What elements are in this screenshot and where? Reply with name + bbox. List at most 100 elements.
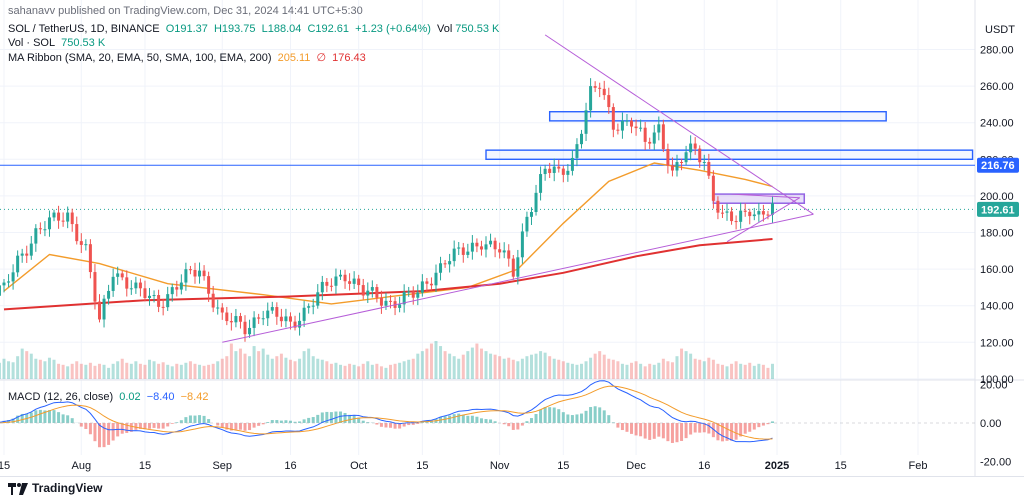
candle-body <box>635 127 638 129</box>
candle-body <box>662 124 665 149</box>
volume-bar <box>766 368 769 379</box>
volume-bar <box>412 359 415 379</box>
candle-body <box>353 279 356 284</box>
candle-body <box>485 244 488 249</box>
candle-body <box>539 174 542 193</box>
volume-bar <box>557 360 560 379</box>
volume-bar <box>757 364 760 379</box>
candle-body <box>175 287 178 289</box>
volume-bar <box>339 365 342 379</box>
candle-body <box>0 285 1 295</box>
volume-bar <box>234 351 237 379</box>
volume-bar <box>580 364 583 379</box>
ma-value-2: 176.43 <box>332 52 366 64</box>
vol-sol-label[interactable]: Vol · SOL <box>8 37 55 49</box>
time-tick-label: 15 <box>416 460 428 472</box>
macd-histogram-bar <box>485 419 488 423</box>
volume-bar <box>671 362 674 379</box>
macd-histogram-bar <box>275 420 278 423</box>
price-axis[interactable]: 280.00260.00240.00220.00200.00180.00160.… <box>977 45 1019 469</box>
volume-bar <box>284 358 287 379</box>
candle-body <box>521 231 524 257</box>
vol-value: 750.53 K <box>455 23 499 35</box>
candle-body <box>525 217 528 232</box>
volume-bar <box>739 364 742 379</box>
volume-bar <box>539 351 542 379</box>
price-tick-label: 120.00 <box>980 337 1014 349</box>
candle-body <box>707 162 710 176</box>
candle-body <box>125 277 128 288</box>
candle-body <box>507 250 510 258</box>
candle-body <box>21 254 24 256</box>
tradingview-logo[interactable]: TradingView <box>8 481 102 495</box>
candle-body <box>739 211 742 222</box>
macd-histogram-bar <box>248 423 251 430</box>
macd-histogram-bar <box>662 423 665 438</box>
volume-bar <box>184 363 187 379</box>
volume-bar <box>607 359 610 379</box>
macd-label[interactable]: MACD (12, 26, close) <box>8 391 113 403</box>
candle-body <box>726 211 729 212</box>
macd-histogram-bar <box>548 407 551 423</box>
macd-histogram-bar <box>162 423 165 429</box>
volume-bar <box>66 366 69 379</box>
candle-body <box>66 213 69 222</box>
price-tick-label: 160.00 <box>980 264 1014 276</box>
macd-histogram-bar <box>380 423 383 427</box>
volume-bar <box>662 359 665 379</box>
volume-bar <box>125 363 128 379</box>
candle-body <box>380 298 383 306</box>
macd-tick-label: 0.00 <box>980 418 1001 430</box>
candle-body <box>462 247 465 254</box>
candle-body <box>75 224 78 241</box>
volume-bar <box>48 358 51 379</box>
volume-bar <box>648 364 651 379</box>
volume-bar <box>107 368 110 379</box>
macd-histogram-bar <box>53 410 56 423</box>
candle-body <box>107 291 110 299</box>
volume-bar <box>266 355 269 379</box>
vol-label: Vol <box>437 23 452 35</box>
candle-body <box>471 243 474 252</box>
macd-histogram-bar <box>680 423 683 441</box>
volume-bar <box>193 364 196 379</box>
volume-bar <box>130 364 133 379</box>
volume-bar <box>30 354 33 379</box>
volume-bar <box>353 365 356 379</box>
macd-histogram-bar <box>39 410 42 423</box>
volume-bar <box>80 364 83 379</box>
candle-body <box>603 89 606 95</box>
currency-unit[interactable]: USDT <box>985 24 1015 36</box>
volume-bar <box>312 356 315 379</box>
macd-histogram-bar <box>198 415 201 423</box>
macd-histogram-bar <box>453 414 456 423</box>
volume-bar <box>189 361 192 379</box>
candle-body <box>557 167 560 169</box>
macd-histogram-bar <box>466 416 469 423</box>
volume-bar <box>216 361 219 379</box>
volume-bar <box>394 364 397 379</box>
candle-body <box>753 215 756 217</box>
candle-body <box>598 88 601 89</box>
symbol-title[interactable]: SOL / TetherUS, 1D, BINANCE <box>8 23 160 35</box>
volume-bar <box>39 360 42 379</box>
volume-bar <box>162 362 165 379</box>
macd-histogram-bar <box>34 410 37 423</box>
volume-bar <box>175 364 178 379</box>
ma-ribbon-label[interactable]: MA Ribbon (SMA, 20, EMA, 50, SMA, 100, E… <box>8 52 272 64</box>
candle-body <box>344 275 347 281</box>
candle-body <box>453 249 456 261</box>
candle-body <box>762 211 765 214</box>
volume-bar <box>71 364 74 379</box>
macd-histogram-bar <box>457 414 460 423</box>
vol-sol-value: 750.53 K <box>61 37 105 49</box>
candle-body <box>298 321 301 328</box>
volume-bar <box>25 351 28 379</box>
volume-bar <box>694 359 697 379</box>
level-price-tag: 216.76 <box>981 160 1015 172</box>
macd-histogram-bar <box>607 415 610 423</box>
candle-body <box>466 252 469 255</box>
macd-histogram-bar <box>489 419 492 423</box>
volume-bar <box>366 361 369 379</box>
